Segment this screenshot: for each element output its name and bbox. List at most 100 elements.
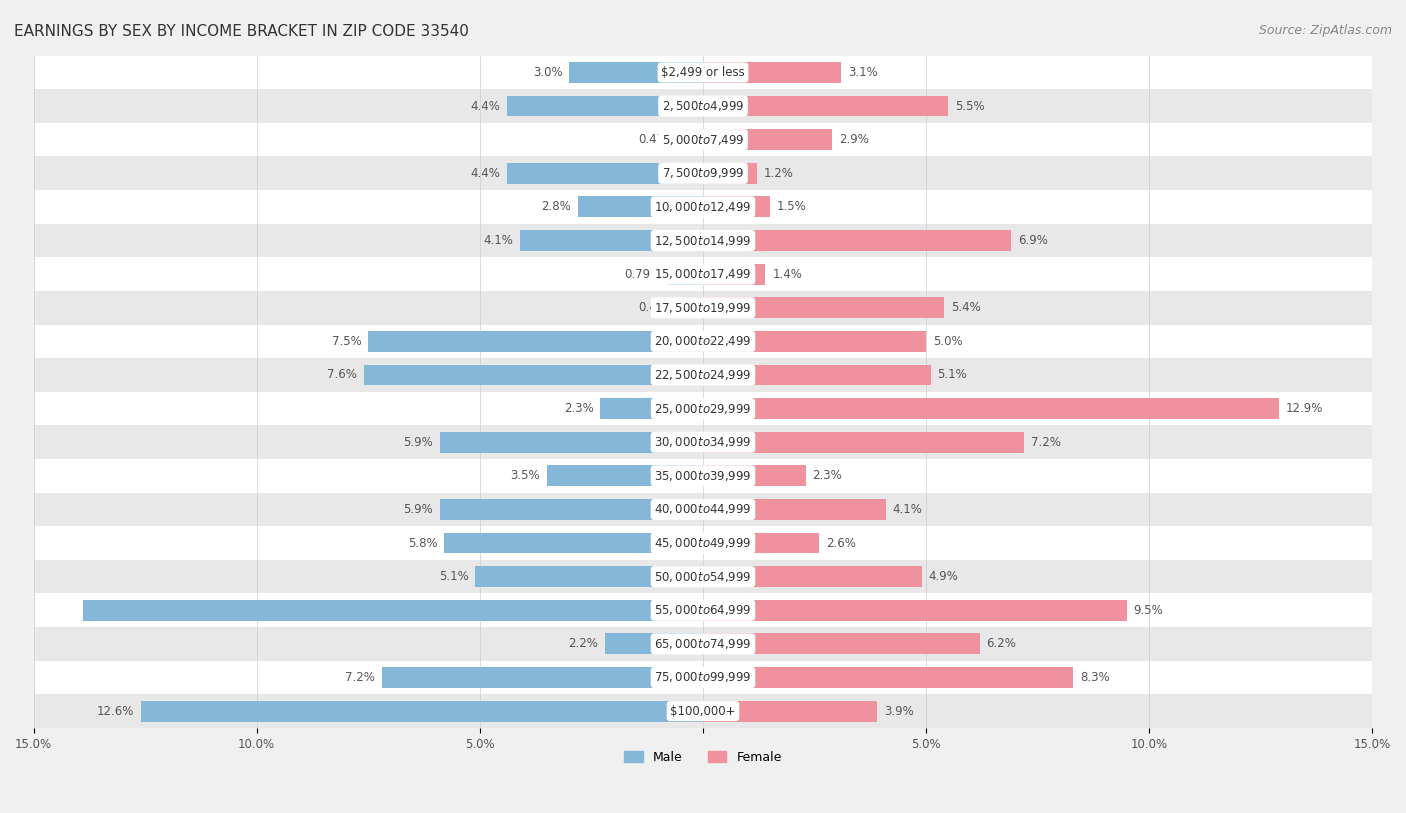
Bar [34,123,1372,156]
Bar [83,600,703,620]
Text: 4.4%: 4.4% [470,167,501,180]
Bar [703,499,886,520]
Bar [364,364,703,385]
Bar [34,291,1372,324]
Bar [600,398,703,419]
Bar [34,359,1372,392]
Text: Source: ZipAtlas.com: Source: ZipAtlas.com [1258,24,1392,37]
Bar [703,331,927,352]
Bar [703,163,756,184]
Bar [703,600,1128,620]
Bar [668,263,703,285]
Bar [605,633,703,654]
Text: $5,000 to $7,499: $5,000 to $7,499 [662,133,744,146]
Text: $12,500 to $14,999: $12,500 to $14,999 [654,233,752,247]
Bar [578,197,703,217]
Text: $20,000 to $22,499: $20,000 to $22,499 [654,334,752,348]
Bar [34,593,1372,627]
Bar [569,62,703,83]
Text: 2.3%: 2.3% [564,402,593,415]
Text: 12.6%: 12.6% [97,705,134,718]
Bar [141,701,703,721]
Text: 2.3%: 2.3% [813,469,842,482]
Text: 0.47%: 0.47% [638,133,675,146]
Text: $55,000 to $64,999: $55,000 to $64,999 [654,603,752,617]
Bar [506,96,703,116]
Text: 2.9%: 2.9% [839,133,869,146]
Bar [703,230,1011,251]
Text: 3.5%: 3.5% [510,469,540,482]
Text: $7,500 to $9,999: $7,500 to $9,999 [662,167,744,180]
Text: 3.1%: 3.1% [848,66,877,79]
Text: $100,000+: $100,000+ [671,705,735,718]
Bar [440,499,703,520]
Bar [34,627,1372,661]
Bar [34,224,1372,258]
Bar [34,526,1372,560]
Bar [34,324,1372,359]
Legend: Male, Female: Male, Female [619,746,787,769]
Text: $45,000 to $49,999: $45,000 to $49,999 [654,536,752,550]
Text: $15,000 to $17,499: $15,000 to $17,499 [654,267,752,281]
Bar [34,694,1372,728]
Text: $10,000 to $12,499: $10,000 to $12,499 [654,200,752,214]
Text: 5.0%: 5.0% [932,335,963,348]
Bar [703,432,1025,453]
Text: 8.3%: 8.3% [1080,671,1109,684]
Bar [703,398,1278,419]
Bar [34,392,1372,425]
Bar [703,566,922,587]
Text: 7.2%: 7.2% [1031,436,1062,449]
Bar [34,459,1372,493]
Text: 5.5%: 5.5% [955,99,984,112]
Text: $25,000 to $29,999: $25,000 to $29,999 [654,402,752,415]
Bar [520,230,703,251]
Text: 0.47%: 0.47% [638,302,675,315]
Text: 2.6%: 2.6% [825,537,856,550]
Bar [34,156,1372,190]
Bar [34,560,1372,593]
Text: 5.1%: 5.1% [439,570,468,583]
Text: 5.4%: 5.4% [950,302,980,315]
Text: 7.6%: 7.6% [328,368,357,381]
Bar [34,190,1372,224]
Bar [34,661,1372,694]
Text: $35,000 to $39,999: $35,000 to $39,999 [654,469,752,483]
Text: 1.5%: 1.5% [776,201,807,213]
Text: 2.2%: 2.2% [568,637,598,650]
Bar [34,55,1372,89]
Text: 0.79%: 0.79% [624,267,661,280]
Text: 2.8%: 2.8% [541,201,571,213]
Text: $50,000 to $54,999: $50,000 to $54,999 [654,570,752,584]
Text: 4.9%: 4.9% [928,570,959,583]
Text: 3.0%: 3.0% [533,66,562,79]
Bar [703,96,949,116]
Text: 1.2%: 1.2% [763,167,793,180]
Bar [368,331,703,352]
Text: 6.9%: 6.9% [1018,234,1047,247]
Text: 3.9%: 3.9% [884,705,914,718]
Text: $17,500 to $19,999: $17,500 to $19,999 [654,301,752,315]
Bar [703,298,943,318]
Bar [703,465,806,486]
Text: 4.1%: 4.1% [484,234,513,247]
Bar [682,298,703,318]
Text: 5.9%: 5.9% [404,503,433,516]
Bar [703,364,931,385]
Text: 6.2%: 6.2% [987,637,1017,650]
Bar [440,432,703,453]
Text: 4.1%: 4.1% [893,503,922,516]
Text: 5.8%: 5.8% [408,537,437,550]
Bar [703,667,1073,688]
Text: 4.4%: 4.4% [470,99,501,112]
Bar [444,533,703,554]
Bar [34,258,1372,291]
Bar [381,667,703,688]
Bar [34,493,1372,526]
Text: $65,000 to $74,999: $65,000 to $74,999 [654,637,752,651]
Text: $2,499 or less: $2,499 or less [661,66,745,79]
Text: 1.4%: 1.4% [772,267,801,280]
Bar [682,129,703,150]
Bar [703,633,980,654]
Text: 7.2%: 7.2% [344,671,375,684]
